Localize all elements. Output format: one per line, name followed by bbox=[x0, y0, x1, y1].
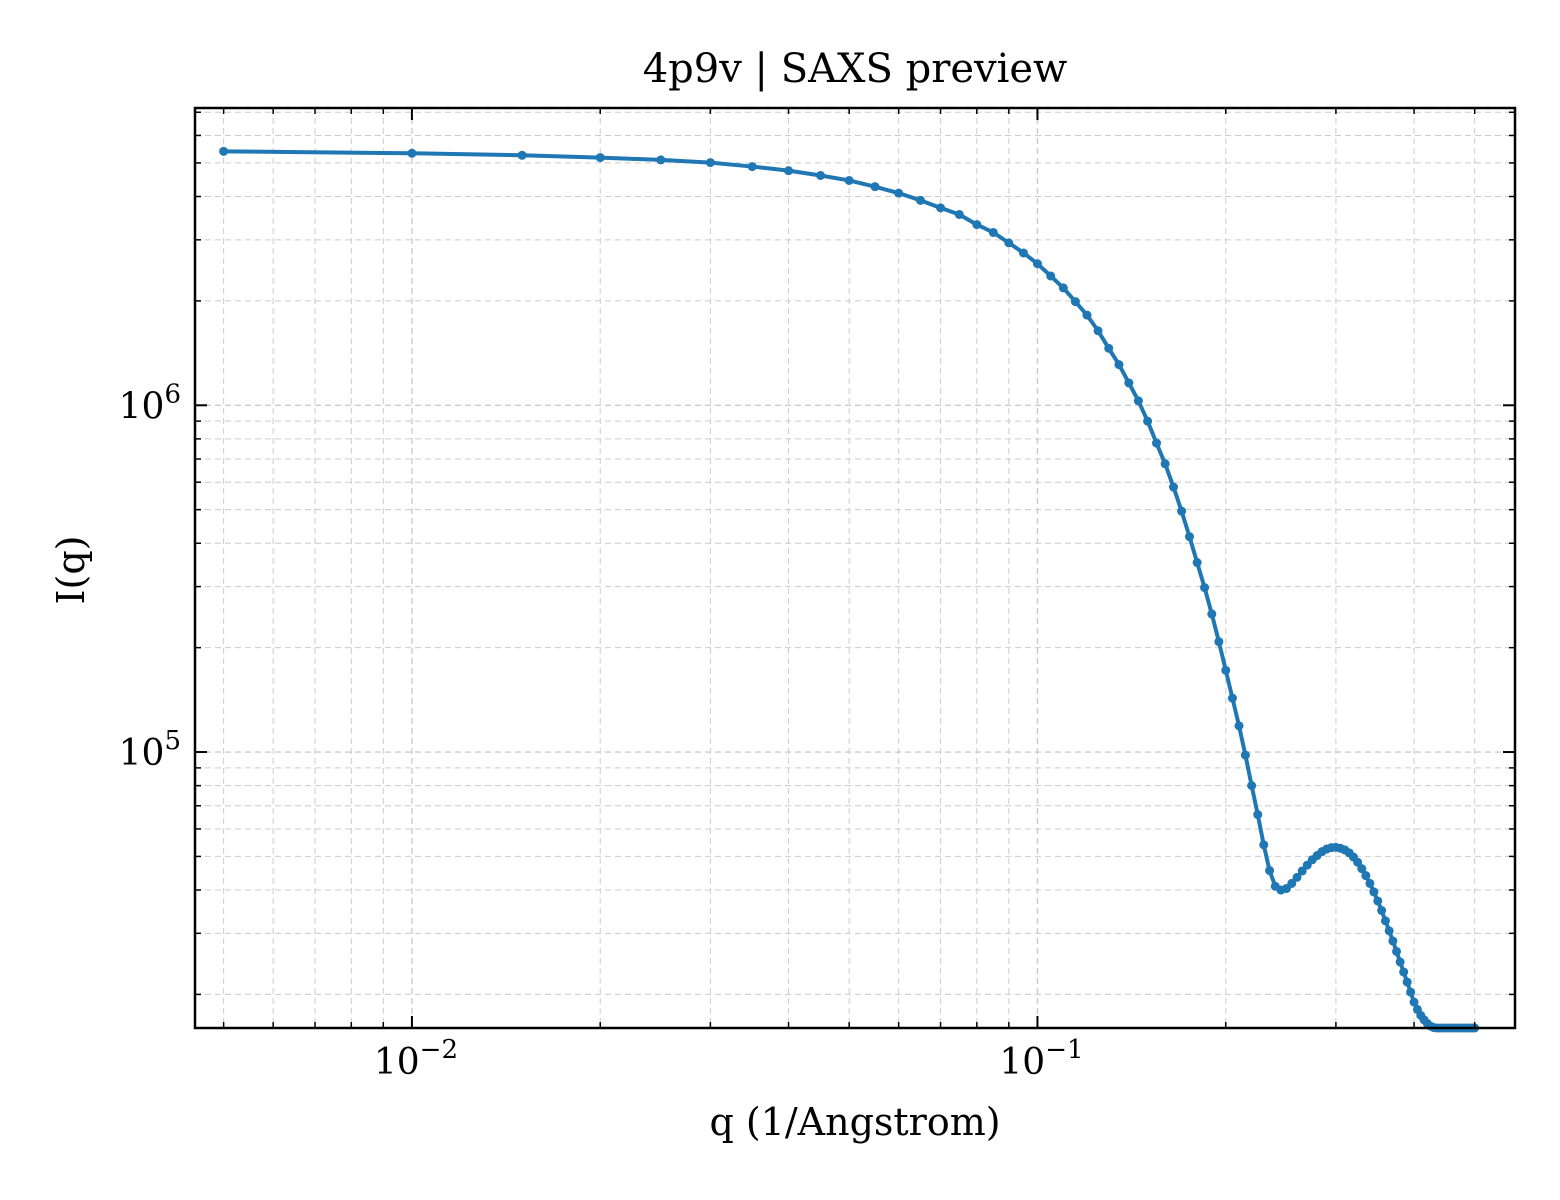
chart-title: 4p9v | SAXS preview bbox=[643, 46, 1068, 92]
data-point bbox=[1399, 967, 1409, 977]
data-point bbox=[1265, 866, 1275, 876]
data-point bbox=[1221, 665, 1231, 675]
data-point bbox=[1152, 438, 1162, 448]
data-point bbox=[1160, 459, 1170, 469]
data-point bbox=[1373, 896, 1383, 906]
data-point bbox=[1240, 750, 1250, 760]
grid-lines bbox=[195, 108, 1515, 1028]
data-point bbox=[1247, 781, 1257, 791]
data-point bbox=[816, 170, 826, 180]
data-point bbox=[1259, 840, 1269, 850]
data-point bbox=[219, 146, 229, 156]
x-tick-label-exponent: −2 bbox=[420, 1035, 458, 1065]
data-point bbox=[1184, 532, 1194, 542]
data-point bbox=[1046, 271, 1056, 281]
y-axis-label: I(q) bbox=[49, 536, 93, 605]
data-point bbox=[1114, 360, 1124, 370]
data-point bbox=[844, 175, 854, 185]
data-point bbox=[1406, 987, 1416, 997]
axis-ticks bbox=[195, 108, 1515, 1028]
data-point bbox=[1032, 259, 1042, 269]
y-tick-label-exponent: 6 bbox=[164, 379, 181, 409]
data-point bbox=[595, 153, 605, 163]
x-tick-label: 10−2 bbox=[374, 1035, 458, 1083]
data-point bbox=[1365, 878, 1375, 888]
x-axis-label: q (1/Angstrom) bbox=[709, 1100, 1000, 1144]
data-point bbox=[1409, 997, 1419, 1007]
y-tick-label: 106 bbox=[119, 379, 181, 427]
data-point bbox=[894, 188, 904, 198]
data-point bbox=[915, 195, 925, 205]
y-tick-label-exponent: 5 bbox=[164, 726, 181, 756]
series-group bbox=[219, 146, 1480, 1033]
data-point bbox=[1353, 857, 1363, 867]
data-point bbox=[1004, 238, 1014, 248]
data-point bbox=[1104, 343, 1114, 353]
y-tick-label-base: 10 bbox=[119, 386, 165, 427]
data-point bbox=[1361, 871, 1371, 881]
data-point bbox=[1357, 864, 1367, 874]
data-point bbox=[1292, 872, 1302, 882]
data-point bbox=[1214, 637, 1224, 647]
data-point bbox=[936, 203, 946, 213]
x-tick-label-base: 10 bbox=[999, 1042, 1045, 1083]
data-point bbox=[1227, 693, 1237, 703]
data-point bbox=[1093, 326, 1103, 336]
data-point bbox=[954, 209, 964, 219]
data-point bbox=[1207, 609, 1217, 619]
data-point bbox=[1200, 583, 1210, 593]
data-point bbox=[1082, 310, 1092, 320]
data-point bbox=[1234, 721, 1244, 731]
data-point bbox=[988, 227, 998, 237]
data-point bbox=[1019, 248, 1029, 258]
data-point bbox=[1297, 866, 1307, 876]
data-point bbox=[407, 148, 417, 158]
data-point bbox=[1395, 957, 1405, 967]
data-point bbox=[1124, 378, 1134, 388]
data-point bbox=[784, 166, 794, 176]
plot-frame bbox=[193, 106, 1517, 1030]
data-point bbox=[1253, 810, 1263, 820]
y-tick-label-base: 10 bbox=[119, 733, 165, 774]
data-point bbox=[1143, 416, 1153, 426]
data-point bbox=[656, 155, 666, 165]
x-tick-label-exponent: −1 bbox=[1045, 1035, 1083, 1065]
data-point bbox=[1392, 946, 1402, 956]
data-point bbox=[1388, 936, 1398, 946]
data-point bbox=[1169, 482, 1178, 492]
data-point bbox=[1287, 878, 1297, 888]
data-point bbox=[1369, 887, 1379, 897]
data-point bbox=[1402, 977, 1412, 987]
data-point bbox=[1377, 906, 1387, 916]
y-tick-label: 105 bbox=[119, 726, 181, 774]
data-point bbox=[870, 182, 880, 192]
x-tick-label-base: 10 bbox=[374, 1042, 420, 1083]
data-point bbox=[705, 158, 715, 168]
data-point bbox=[972, 220, 982, 230]
data-point bbox=[1133, 396, 1143, 406]
data-point bbox=[1192, 558, 1202, 568]
data-point bbox=[1058, 283, 1068, 293]
data-point bbox=[747, 162, 757, 172]
x-tick-label: 10−1 bbox=[999, 1035, 1083, 1083]
data-point bbox=[1177, 506, 1187, 516]
data-point bbox=[1384, 926, 1394, 936]
data-point bbox=[1380, 916, 1390, 926]
data-point bbox=[1070, 297, 1080, 307]
data-point bbox=[517, 150, 527, 160]
